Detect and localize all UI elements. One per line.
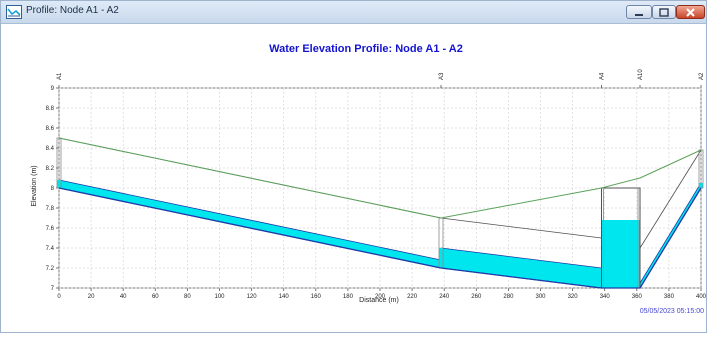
node-column-water: [438, 248, 443, 268]
x-tick-label: 380: [664, 294, 675, 300]
x-tick-label: 240: [439, 294, 450, 300]
node-column-water: [699, 183, 703, 188]
x-axis-label: Distance (m): [359, 297, 399, 304]
window-title: Profile: Node A1 - A2: [26, 5, 119, 16]
node-label: A1: [57, 72, 63, 80]
y-axis-label: Elevation (m): [31, 165, 38, 206]
x-tick-label: 320: [568, 294, 579, 300]
x-tick-label: 220: [407, 294, 418, 300]
node-label: A4: [599, 72, 605, 80]
conduit-water-fill: [640, 183, 701, 288]
storage-water-fill: [601, 220, 641, 288]
conduit-water-line: [639, 182, 702, 284]
y-tick-label: 9: [51, 86, 55, 92]
y-tick-label: 7.2: [46, 266, 55, 272]
y-tick-label: 7.8: [46, 206, 55, 212]
x-tick-label: 60: [152, 294, 159, 300]
profile-chart: Water Elevation Profile: Node A1 - A2 El…: [1, 23, 707, 332]
x-tick-label: 120: [247, 294, 258, 300]
x-tick-label: 260: [471, 294, 482, 300]
hydraulic-grade-line: [58, 137, 702, 219]
x-tick-label: 20: [88, 294, 95, 300]
y-tick-label: 8: [51, 186, 55, 192]
x-tick-label: 400: [696, 294, 706, 300]
maximize-icon: [659, 8, 669, 17]
x-tick-label: 180: [343, 294, 354, 300]
x-tick-label: 0: [57, 294, 61, 300]
y-tick-label: 8.6: [46, 126, 55, 132]
minimize-button[interactable]: [626, 5, 652, 19]
conduit-water-line: [440, 247, 602, 269]
x-tick-label: 100: [214, 294, 225, 300]
x-tick-label: 200: [375, 294, 386, 300]
maximize-button[interactable]: [652, 5, 676, 19]
x-tick-label: 360: [632, 294, 643, 300]
chart-title: Water Elevation Profile: Node A1 - A2: [269, 43, 463, 55]
node-label: A10: [638, 69, 644, 80]
node-label: A2: [699, 72, 705, 80]
y-tick-label: 8.4: [46, 146, 55, 152]
x-tick-label: 280: [503, 294, 514, 300]
close-icon: [686, 8, 695, 17]
x-tick-label: 160: [311, 294, 322, 300]
x-tick-label: 40: [120, 294, 127, 300]
conduit-crown-line: [639, 149, 702, 249]
timestamp-label: 05/05/2023 05:15:00: [640, 308, 704, 315]
node-label: A3: [439, 72, 445, 80]
minimize-icon: [635, 14, 643, 16]
y-tick-label: 8.2: [46, 166, 55, 172]
title-bar[interactable]: Profile: Node A1 - A2: [1, 1, 706, 24]
close-button[interactable]: [676, 5, 705, 19]
conduit-crown-line: [440, 217, 602, 239]
node-column-water: [57, 180, 61, 188]
x-tick-label: 80: [184, 294, 191, 300]
conduit-water-line: [58, 179, 442, 261]
conduit-water-fill: [59, 180, 441, 268]
invert-profile-line: [58, 187, 702, 289]
y-tick-label: 7: [51, 286, 55, 292]
y-tick-label: 7.4: [46, 246, 55, 252]
y-tick-label: 8.8: [46, 106, 55, 112]
conduit-water-fill: [440, 248, 602, 288]
profile-chart-svg: Water Elevation Profile: Node A1 - A2 El…: [31, 43, 707, 315]
x-tick-label: 300: [535, 294, 546, 300]
profile-chart-icon: [6, 5, 22, 19]
x-tick-label: 340: [600, 294, 611, 300]
y-tick-label: 7.6: [46, 226, 55, 232]
x-tick-label: 140: [279, 294, 290, 300]
